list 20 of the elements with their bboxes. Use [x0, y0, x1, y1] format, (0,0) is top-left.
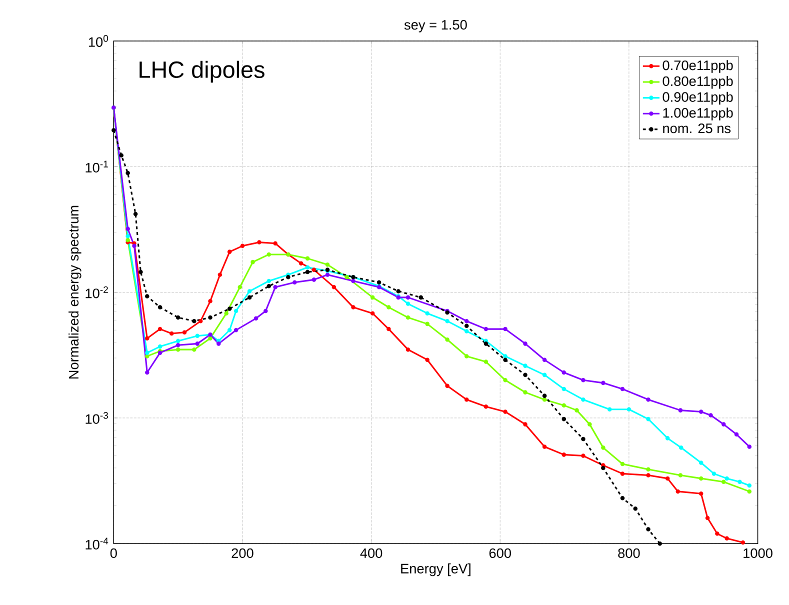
x-tick-label: 600	[489, 548, 511, 558]
legend-label: 0.90e11ppb	[662, 92, 733, 105]
legend-label: 0.70e11ppb	[662, 60, 733, 73]
chart-title: sey = 1.50	[404, 20, 467, 32]
legend-label: 1.00e11ppb	[663, 108, 733, 120]
x-tick-label: 1000	[744, 548, 772, 558]
legend-label: nom. 25 ns	[663, 123, 731, 134]
y-tick-label: 10$^{-4}$	[86, 538, 108, 550]
x-tick-label: 0	[110, 548, 117, 558]
x-tick-label: 800	[618, 548, 640, 558]
x-tick-label: 200	[232, 548, 254, 558]
annotation: LHC dipoles	[140, 60, 264, 83]
y-tick-label: 10$^{-3}$	[86, 412, 108, 424]
y-axis-title: Normalized energy spectrum	[68, 206, 82, 378]
y-tick-label: 10$^{-1}$	[86, 160, 108, 173]
y-tick-label: 10$^{0}$	[88, 35, 108, 47]
legend-label: 0.80e11ppb	[662, 76, 733, 89]
y-tick-label: 10$^{-2}$	[86, 286, 108, 298]
x-tick-label: 400	[360, 548, 382, 558]
x-axis-title: Energy [eV]	[401, 563, 470, 576]
